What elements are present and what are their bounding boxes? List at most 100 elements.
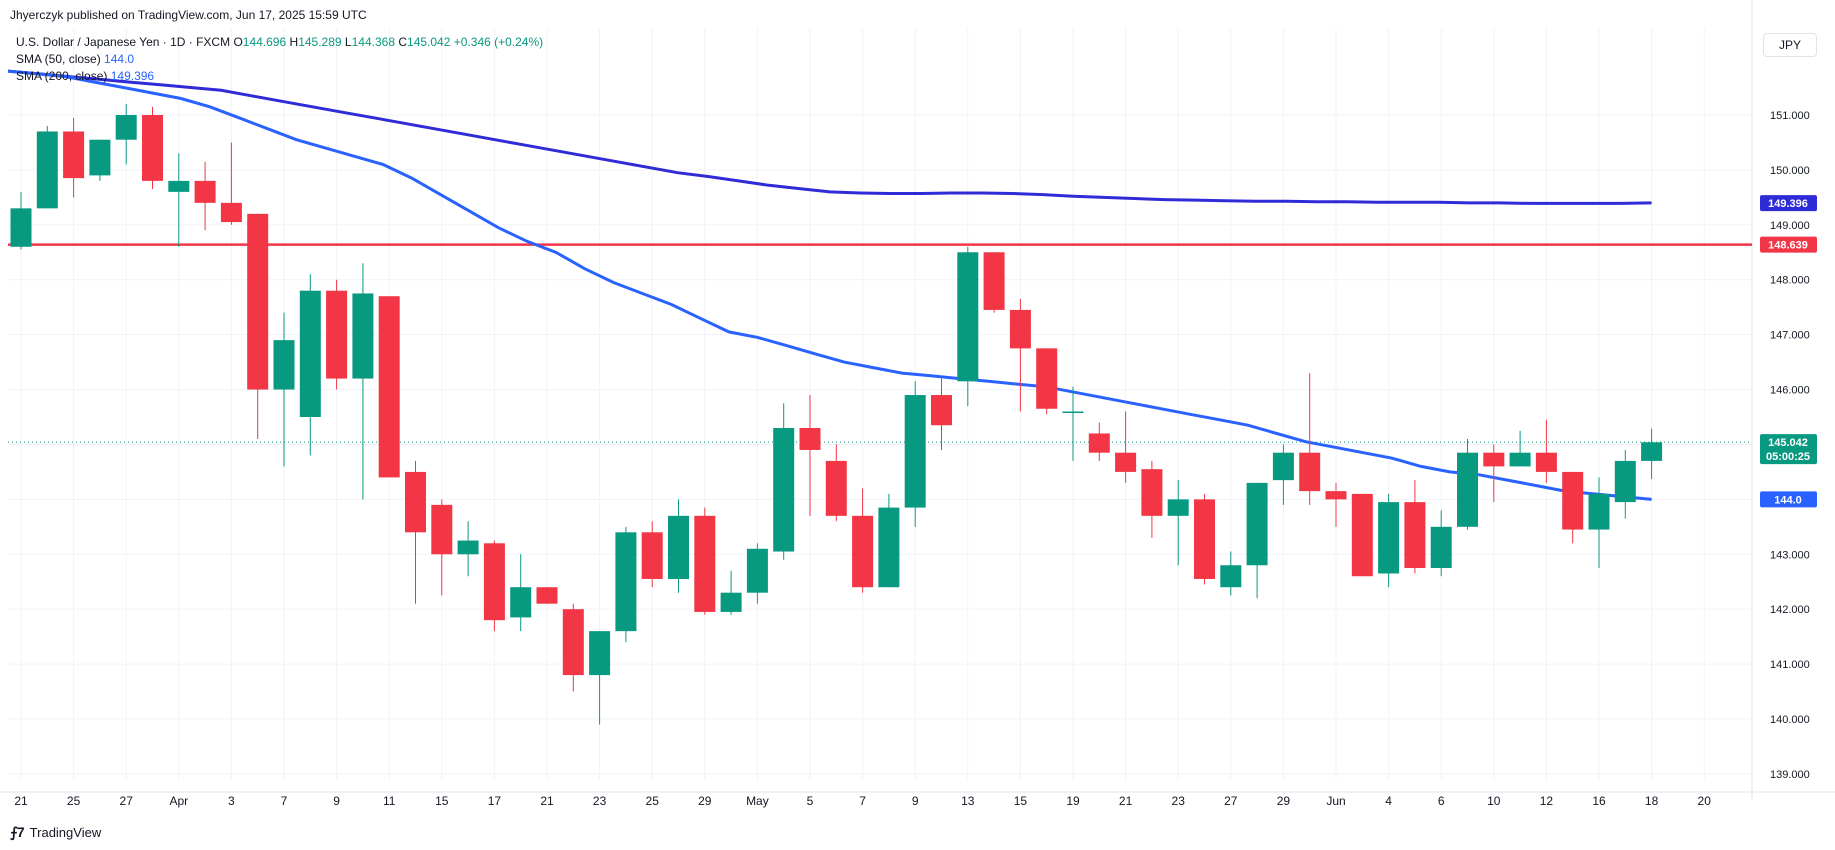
candle-down[interactable] [1009, 298, 1031, 412]
candle-body [431, 504, 453, 555]
candle-up[interactable] [36, 125, 58, 209]
candle-down[interactable] [694, 507, 716, 615]
candle-up[interactable] [1272, 444, 1294, 505]
x-tick-label: 7 [281, 794, 288, 808]
candle-up[interactable] [89, 139, 111, 181]
candle-body [1141, 469, 1163, 516]
candle-down[interactable] [536, 587, 558, 604]
candle-up[interactable] [1614, 449, 1636, 519]
candle-down[interactable] [142, 106, 163, 190]
candle-down[interactable] [63, 117, 85, 198]
candle-up[interactable] [1220, 551, 1242, 596]
candle-up[interactable] [299, 274, 321, 456]
x-tick-label: 20 [1698, 794, 1712, 808]
candle-down[interactable] [825, 444, 847, 522]
candle-down[interactable] [799, 395, 821, 516]
candle-body [378, 296, 400, 478]
y-tick-label: 151.000 [1770, 110, 1810, 122]
candle-down[interactable] [1194, 493, 1215, 585]
candle-up[interactable] [615, 526, 637, 643]
candle-up[interactable] [510, 554, 532, 632]
candle-down[interactable] [1088, 422, 1110, 461]
close-value: 145.042 [407, 35, 451, 49]
sma50-line[interactable] [7, 69, 1652, 501]
sma50-legend-row[interactable]: SMA (50, close) 144.0 [16, 51, 543, 68]
candle-body [773, 427, 795, 552]
candle-up[interactable] [1641, 428, 1663, 480]
sma200-legend-row[interactable]: SMA (200, close) 149.396 [16, 68, 543, 85]
x-tick-label: 4 [1385, 794, 1392, 808]
candle-down[interactable] [641, 521, 663, 588]
candle-up[interactable] [168, 153, 190, 247]
candle-down[interactable] [931, 378, 952, 450]
candle-body [1483, 452, 1505, 467]
candle-down[interactable] [326, 279, 348, 390]
x-tick-label: 11 [383, 794, 396, 808]
candle-up[interactable] [589, 631, 611, 725]
candle-up[interactable] [1509, 430, 1531, 467]
candle-up[interactable] [1246, 482, 1268, 599]
candle-down[interactable] [1351, 493, 1373, 577]
candle-body [273, 340, 295, 390]
candle-body [1299, 452, 1321, 492]
candle-up[interactable] [1378, 493, 1400, 588]
candle-down[interactable] [483, 540, 505, 632]
candle-up[interactable] [957, 246, 979, 407]
candle-body [1009, 309, 1031, 349]
candle-down[interactable] [1325, 482, 1347, 527]
candle-up[interactable] [720, 570, 742, 615]
candle-up[interactable] [878, 493, 900, 588]
candle-up[interactable] [10, 191, 32, 250]
candle-down[interactable] [1404, 480, 1426, 574]
candle-down[interactable] [1036, 348, 1058, 415]
candle-down[interactable] [194, 161, 216, 231]
y-tick-label: 143.000 [1770, 549, 1810, 561]
candle-down[interactable] [1299, 373, 1321, 505]
candle-up[interactable] [904, 381, 926, 527]
candle-body [799, 427, 821, 450]
candle-down[interactable] [1141, 460, 1163, 538]
sma200-line[interactable] [7, 69, 1652, 205]
x-tick-label: 21 [1119, 794, 1133, 808]
candle-up[interactable] [773, 403, 795, 560]
candle-down[interactable] [1115, 411, 1137, 483]
candle-up[interactable] [1167, 480, 1189, 566]
candle-down[interactable] [378, 296, 400, 478]
candle-down[interactable] [562, 603, 584, 692]
low-label: L [344, 35, 352, 49]
candle-down[interactable] [431, 499, 453, 596]
x-tick-label: 21 [540, 794, 554, 808]
open-value: 144.696 [242, 35, 287, 49]
currency-button[interactable]: JPY [1763, 33, 1817, 57]
candle-down[interactable] [220, 142, 242, 225]
ohlc-row[interactable]: U.S. Dollar / Japanese Yen · 1D · FXCM O… [16, 34, 543, 51]
candle-down[interactable] [983, 252, 1005, 313]
candle-up[interactable] [1457, 438, 1478, 530]
x-tick-label: 27 [1224, 794, 1238, 808]
candle-body [483, 543, 505, 621]
candle-up[interactable] [1588, 477, 1610, 568]
candle-up[interactable] [273, 312, 295, 467]
symbol-name[interactable]: U.S. Dollar / Japanese Yen · 1D · FXCM [16, 35, 231, 49]
candle-down[interactable] [247, 213, 269, 439]
candle-body [1062, 411, 1084, 414]
candle-body [405, 471, 426, 533]
candle-down[interactable] [852, 488, 874, 593]
tradingview-logo[interactable]: ⨍7 TradingView [10, 824, 101, 841]
candle-down[interactable] [1483, 444, 1505, 503]
candle-down[interactable] [1535, 419, 1557, 483]
candle-body [878, 507, 900, 588]
candle-up[interactable] [1430, 510, 1452, 577]
candle-up[interactable] [457, 521, 479, 577]
candle-up[interactable] [1062, 386, 1084, 461]
candle-body [983, 252, 1005, 310]
candle-down[interactable] [1562, 471, 1584, 544]
candle-up[interactable] [115, 104, 137, 165]
candle-up[interactable] [668, 499, 689, 593]
candle-down[interactable] [405, 460, 426, 604]
x-tick-label: Apr [169, 794, 188, 808]
candle-body [1404, 502, 1426, 568]
candle-up[interactable] [746, 543, 768, 604]
candle-up[interactable] [352, 263, 374, 500]
